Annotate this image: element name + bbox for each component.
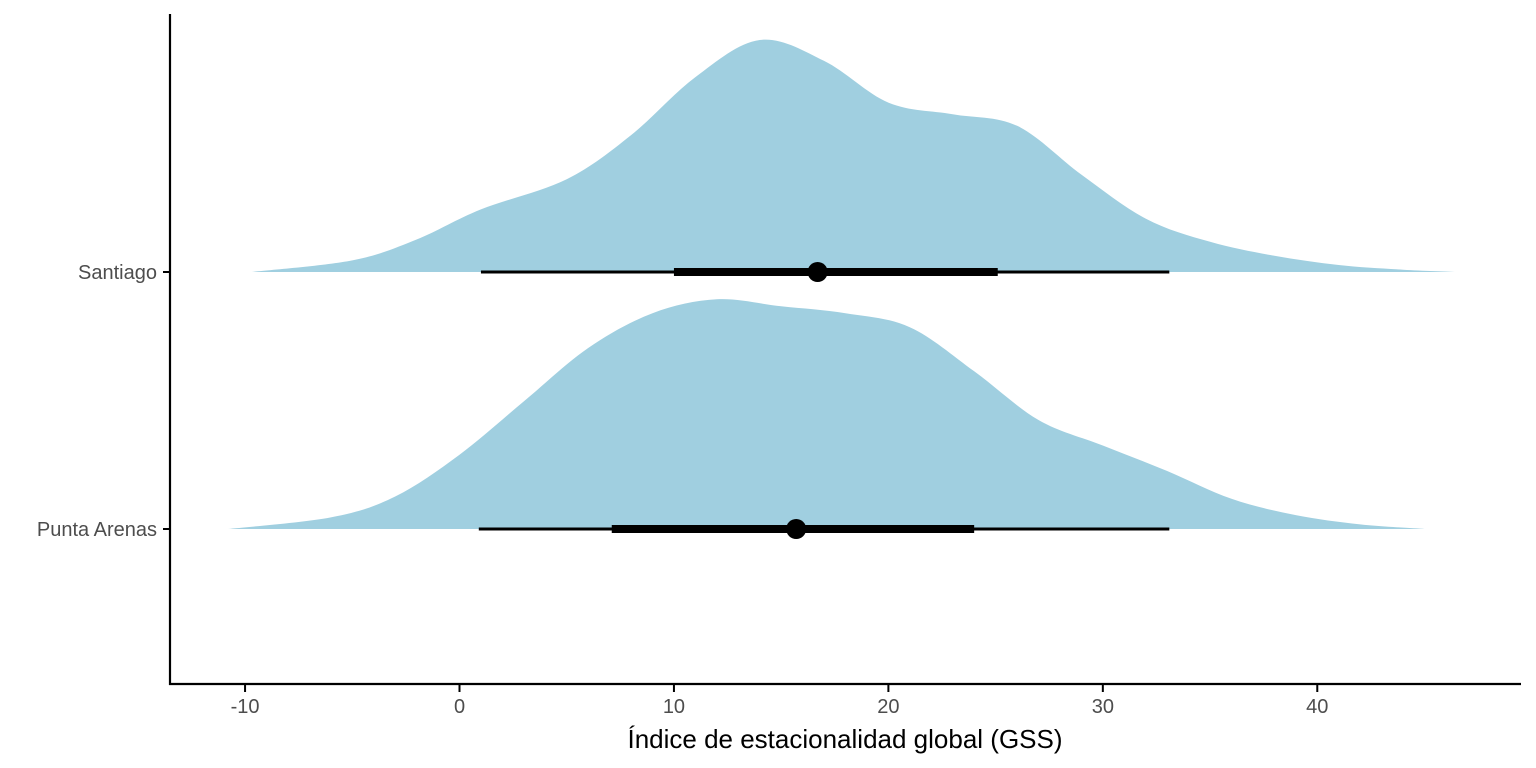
x-tick-label: 30 (1092, 696, 1114, 718)
point-estimate-santiago (807, 262, 828, 282)
y-axis-ticks: Santiago Punta Arenas (37, 262, 170, 541)
x-tick-label: -10 (231, 696, 260, 718)
x-tick-label: 0 (454, 696, 465, 718)
x-axis-ticks: -10 0 10 20 30 40 (231, 685, 1328, 718)
x-tick-label: 40 (1306, 696, 1328, 718)
y-tick-label: Santiago (78, 262, 157, 284)
point-estimate-punta-arenas (786, 519, 807, 539)
x-axis-title: Índice de estacionalidad global (GSS) (627, 724, 1062, 754)
density-santiago (251, 39, 1457, 272)
interval-layer (478, 262, 1170, 539)
density-layer (227, 39, 1457, 529)
density-punta-arenas (227, 299, 1425, 529)
x-tick-label: 20 (877, 696, 899, 718)
y-tick-label: Punta Arenas (37, 519, 157, 541)
x-tick-label: 10 (663, 696, 685, 718)
